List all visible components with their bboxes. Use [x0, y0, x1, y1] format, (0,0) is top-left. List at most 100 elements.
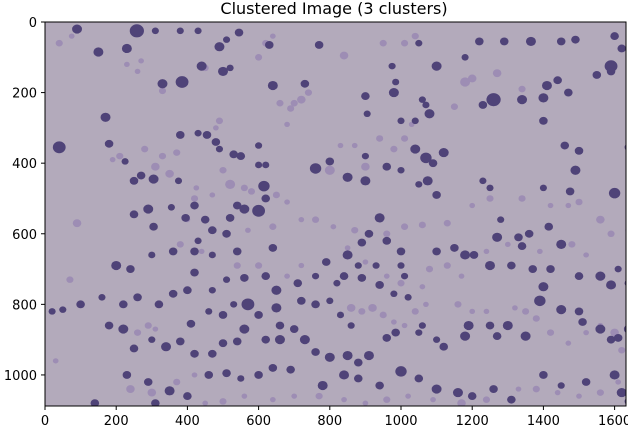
cluster-light-blob [134, 329, 142, 336]
cluster-dark-blob [208, 226, 217, 235]
cluster-dark-blob [239, 204, 250, 214]
cluster-light-blob [565, 202, 572, 209]
cluster-dark-blob [411, 117, 419, 125]
cluster-dark-blob [382, 333, 392, 342]
cluster-dark-blob [262, 161, 270, 169]
cluster-dark-blob [232, 247, 242, 256]
cluster-light-blob [298, 262, 305, 269]
y-axis: 0 200 400 600 800 1000 [4, 16, 45, 384]
cluster-light-blob [351, 226, 359, 234]
cluster-light-blob [401, 135, 409, 142]
cluster-dark-blob [354, 262, 362, 269]
cluster-dark-blob [452, 388, 463, 398]
cluster-dark-blob [606, 335, 616, 344]
cluster-dark-blob [507, 395, 516, 404]
cluster-dark-blob [342, 172, 353, 182]
cluster-light-blob [233, 262, 241, 269]
cluster-dark-blob [422, 176, 433, 186]
cluster-light-blob [482, 396, 491, 403]
cluster-dark-blob [151, 399, 160, 406]
cluster-light-blob [144, 322, 152, 329]
cluster-dark-blob [439, 342, 448, 351]
cluster-dark-blob [255, 161, 263, 169]
cluster-light-blob [405, 393, 411, 399]
cluster-dark-blob [392, 78, 400, 86]
cluster-light-blob [504, 241, 511, 247]
cluster-dark-blob [154, 300, 164, 309]
cluster-light-blob [158, 87, 167, 95]
cluster-light-blob [425, 265, 434, 273]
cluster-light-blob [397, 279, 405, 287]
cluster-light-blob [191, 372, 198, 378]
cluster-dark-blob [539, 116, 548, 125]
cluster-light-blob [158, 152, 167, 160]
cluster-light-blob [575, 198, 583, 206]
cluster-light-blob [138, 58, 144, 64]
cluster-dark-blob [524, 229, 534, 238]
cluster-dark-blob [420, 152, 432, 164]
cluster-light-blob [515, 386, 522, 392]
cluster-light-blob [450, 103, 458, 110]
cluster-dark-blob [326, 297, 334, 305]
y-tick-label: 200 [12, 87, 37, 102]
cluster-dark-blob [312, 272, 320, 280]
cluster-dark-blob [218, 66, 228, 76]
cluster-dark-blob [538, 282, 549, 292]
cluster-dark-blob [463, 320, 474, 331]
cluster-dark-blob [286, 365, 295, 374]
cluster-dark-blob [610, 32, 619, 41]
cluster-dark-blob [72, 24, 83, 34]
cluster-dark-blob [424, 109, 435, 119]
cluster-dark-blob [239, 324, 250, 334]
cluster-dark-blob [325, 157, 335, 166]
cluster-dark-blob [415, 329, 423, 336]
cluster-light-blob [379, 311, 387, 319]
cluster-dark-blob [363, 350, 374, 361]
cluster-light-blob [361, 162, 370, 171]
cluster-dark-blob [261, 194, 270, 203]
cluster-dark-blob [539, 184, 547, 192]
cluster-dark-blob [52, 141, 66, 154]
cluster-dark-blob [309, 163, 322, 174]
cluster-dark-blob [133, 293, 142, 302]
cluster-dark-blob [311, 348, 320, 356]
cluster-light-blob [337, 142, 344, 149]
cluster-light-blob [147, 388, 157, 397]
cluster-dark-blob [574, 272, 584, 281]
cluster-dark-blob [90, 399, 100, 406]
cluster-dark-blob [347, 322, 355, 329]
cluster-dark-blob [194, 129, 202, 137]
cluster-dark-blob [525, 36, 536, 46]
y-tick-label: 400 [12, 157, 37, 172]
cluster-light-blob [284, 121, 290, 127]
cluster-dark-blob [194, 27, 202, 35]
cluster-dark-blob [492, 232, 503, 242]
cluster-light-blob [284, 199, 290, 205]
cluster-dark-blob [186, 319, 196, 328]
cluster-dark-blob [556, 305, 567, 315]
cluster-dark-blob [475, 37, 484, 46]
plot-area [44, 21, 627, 407]
cluster-dark-blob [167, 204, 175, 211]
cluster-dark-blob [232, 201, 242, 210]
cluster-dark-blob [208, 349, 217, 358]
cluster-dark-blob [614, 265, 622, 273]
cluster-dark-blob [450, 243, 459, 252]
cluster-dark-blob [520, 331, 531, 341]
cluster-light-blob [368, 303, 377, 312]
cluster-dark-blob [98, 294, 106, 301]
cluster-light-blob [193, 185, 200, 191]
cluster-light-blob [418, 221, 426, 229]
cluster-light-blob [362, 259, 369, 265]
cluster-light-blob [483, 308, 490, 315]
cluster-light-blob [245, 227, 251, 233]
cluster-light-blob [324, 165, 335, 175]
cluster-dark-blob [395, 366, 407, 377]
cluster-light-blob [411, 308, 419, 315]
cluster-light-blob [401, 223, 409, 230]
cluster-light-blob [72, 219, 82, 228]
cluster-dark-blob [489, 385, 498, 393]
cluster-dark-blob [129, 176, 139, 185]
cluster-dark-blob [104, 139, 114, 148]
cluster-light-blob [304, 89, 313, 96]
